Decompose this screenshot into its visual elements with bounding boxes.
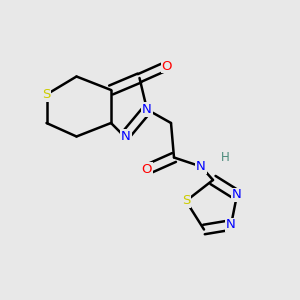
Text: N: N [121, 130, 131, 143]
Text: N: N [196, 160, 206, 173]
Text: N: N [226, 218, 236, 232]
Text: H: H [220, 151, 230, 164]
Text: N: N [142, 103, 152, 116]
Text: O: O [142, 163, 152, 176]
Text: S: S [42, 88, 51, 101]
Text: S: S [182, 194, 190, 208]
Text: N: N [232, 188, 242, 202]
Text: O: O [161, 59, 172, 73]
